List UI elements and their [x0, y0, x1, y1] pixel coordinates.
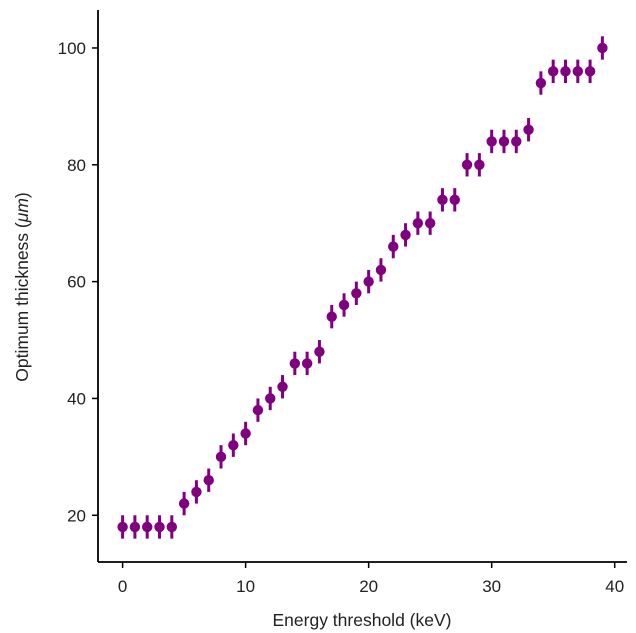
data-point — [142, 521, 153, 533]
x-tick-label: 40 — [605, 577, 624, 596]
data-point — [351, 288, 362, 299]
data-point — [375, 264, 387, 276]
x-tick-label: 0 — [118, 577, 127, 596]
data-point — [547, 66, 559, 77]
data-point — [265, 393, 276, 404]
y-tick-label: 40 — [67, 389, 86, 408]
x-tick-label: 20 — [359, 577, 378, 596]
data-point — [252, 404, 264, 416]
data-points — [117, 36, 608, 539]
data-point — [154, 521, 165, 533]
data-point — [314, 346, 325, 357]
y-tick-label: 60 — [67, 273, 86, 292]
data-point — [523, 124, 534, 135]
data-point — [240, 428, 251, 439]
data-point — [363, 276, 374, 287]
axis-ticks: 0 10 20 30 40 20 40 60 80 100 — [58, 39, 625, 596]
data-point — [277, 381, 288, 392]
y-axis-label-main: Optimum thickness ( — [12, 222, 32, 382]
data-point — [215, 451, 227, 463]
y-axis-label-unit: μm — [12, 198, 32, 223]
data-point — [166, 521, 178, 533]
data-point — [326, 311, 337, 322]
data-point — [388, 241, 399, 252]
y-tick-label: 20 — [67, 506, 86, 525]
data-point — [572, 66, 583, 77]
data-point — [412, 218, 424, 229]
data-point — [597, 42, 608, 54]
data-point — [486, 136, 497, 147]
data-point — [117, 521, 128, 533]
x-tick-label: 30 — [482, 577, 501, 596]
data-point — [449, 194, 460, 206]
data-point — [437, 194, 448, 206]
data-point — [191, 486, 202, 498]
data-point — [535, 77, 547, 89]
data-point — [498, 136, 510, 147]
data-point — [301, 358, 313, 369]
data-point — [338, 299, 350, 311]
data-point — [203, 475, 214, 486]
x-tick-label: 10 — [236, 577, 255, 596]
y-tick-label: 100 — [58, 39, 86, 58]
data-point — [400, 229, 411, 241]
data-point — [178, 498, 190, 509]
data-point — [289, 358, 301, 369]
data-point — [228, 439, 239, 451]
y-tick-label: 80 — [67, 156, 86, 175]
data-point — [129, 521, 141, 533]
data-point — [584, 66, 596, 77]
x-axis-label: Energy threshold (keV) — [273, 610, 452, 630]
y-axis-label-close: ) — [12, 192, 32, 198]
data-point — [474, 159, 485, 170]
data-point — [424, 218, 436, 229]
data-point — [511, 136, 522, 147]
y-axis-label: Optimum thickness (μm) — [12, 192, 32, 381]
data-point — [461, 159, 473, 170]
data-point — [560, 66, 571, 77]
